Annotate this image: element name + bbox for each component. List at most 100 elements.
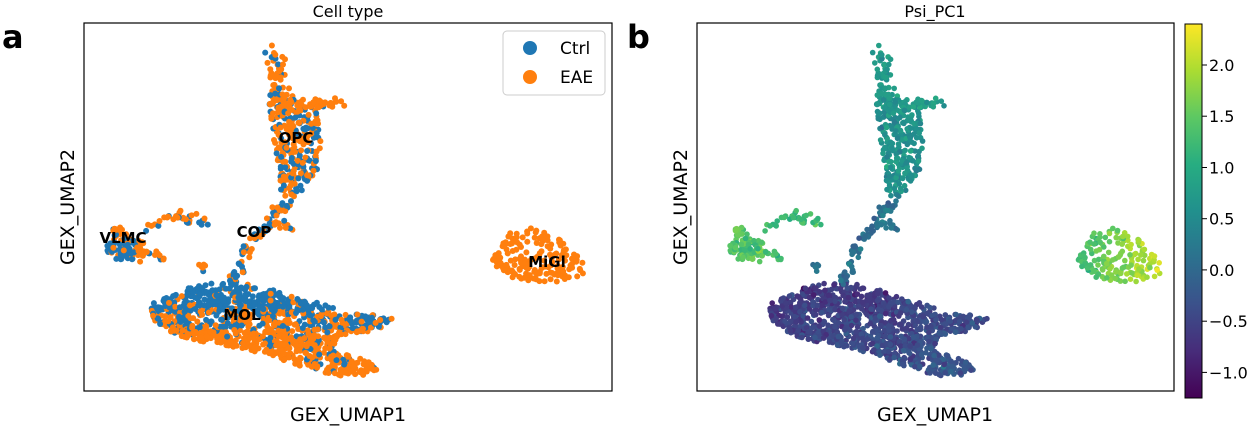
scatter-point xyxy=(812,312,819,318)
scatter-point xyxy=(331,370,338,377)
scatter-point xyxy=(913,167,920,174)
scatter-point xyxy=(302,104,309,111)
scatter-point xyxy=(800,313,806,319)
scatter-point xyxy=(231,327,238,333)
scatter-point xyxy=(143,227,150,234)
scatter-point xyxy=(1096,246,1103,253)
scatter-point xyxy=(196,291,203,298)
scatter-point xyxy=(853,317,859,324)
scatter-point xyxy=(907,148,914,154)
scatter-point xyxy=(263,215,270,222)
scatter-point xyxy=(272,51,279,58)
scatter-point xyxy=(298,187,305,194)
cluster-label-vlmc: VLMC xyxy=(99,229,146,247)
scatter-point xyxy=(832,298,838,305)
scatter-point xyxy=(1124,271,1130,277)
scatter-point xyxy=(233,342,240,349)
scatter-point xyxy=(956,318,963,325)
scatter-point xyxy=(1127,252,1133,258)
scatter-point xyxy=(372,319,379,326)
scatter-point xyxy=(181,308,188,315)
scatter-point xyxy=(906,104,912,111)
scatter-point xyxy=(883,177,890,184)
scatter-point xyxy=(497,254,504,261)
scatter-point xyxy=(276,74,283,81)
scatter-point xyxy=(509,274,516,281)
scatter-point xyxy=(864,292,870,299)
scatter-point xyxy=(312,152,319,159)
scatter-point xyxy=(891,85,897,92)
scatter-point xyxy=(1095,262,1101,268)
scatter-point xyxy=(297,336,304,343)
scatter-point xyxy=(155,250,161,257)
scatter-point xyxy=(538,265,545,272)
scatter-point xyxy=(289,328,296,335)
scatter-point xyxy=(820,335,827,341)
scatter-point xyxy=(338,316,345,323)
scatter-point xyxy=(311,318,318,325)
scatter-point xyxy=(915,110,922,117)
scatter-point xyxy=(902,170,908,176)
scatter-point xyxy=(335,330,342,337)
scatter-point xyxy=(219,281,226,288)
scatter-point xyxy=(275,327,282,334)
scatter-point xyxy=(933,317,939,323)
scatter-point xyxy=(330,352,337,359)
scatter-point xyxy=(577,267,584,274)
scatter-point xyxy=(869,340,876,347)
scatter-point xyxy=(919,145,925,152)
scatter-point xyxy=(832,306,838,313)
scatter-point xyxy=(223,342,230,349)
scatter-point xyxy=(287,99,294,106)
scatter-point xyxy=(808,318,815,325)
scatter-point xyxy=(740,254,746,261)
scatter-point xyxy=(859,299,866,305)
scatter-point xyxy=(163,295,170,301)
scatter-point xyxy=(110,244,117,251)
scatter-point xyxy=(1106,238,1113,245)
scatter-point xyxy=(177,207,184,214)
scatter-point xyxy=(238,322,245,329)
scatter-point xyxy=(531,268,538,275)
scatter-point xyxy=(1097,231,1103,237)
colorbar-gradient xyxy=(1184,23,1203,399)
scatter-point xyxy=(521,260,528,267)
scatter-point xyxy=(251,299,258,306)
scatter-point xyxy=(1128,241,1134,248)
cluster-label-opc: OPC xyxy=(279,129,314,147)
scatter-point xyxy=(305,172,312,179)
scatter-point xyxy=(904,141,911,148)
scatter-point xyxy=(262,340,268,347)
scatter-point xyxy=(762,228,768,234)
scatter-point xyxy=(928,345,934,352)
scatter-point xyxy=(805,329,812,335)
scatter-point xyxy=(1104,275,1110,281)
scatter-point xyxy=(804,315,811,321)
scatter-point xyxy=(527,256,534,263)
scatter-point xyxy=(742,235,749,242)
scatter-point xyxy=(864,226,870,233)
scatter-point xyxy=(1093,274,1099,281)
scatter-point xyxy=(932,370,939,377)
scatter-point xyxy=(293,310,299,316)
scatter-point xyxy=(289,135,296,142)
scatter-point xyxy=(1120,233,1126,240)
scatter-point xyxy=(918,97,925,104)
scatter-point xyxy=(922,319,929,326)
scatter-point xyxy=(297,170,304,177)
scatter-point xyxy=(548,262,555,269)
scatter-point xyxy=(116,241,123,248)
scatter-point xyxy=(521,274,528,281)
scatter-point xyxy=(938,98,945,104)
scatter-point xyxy=(942,312,949,318)
scatter-point xyxy=(847,302,854,308)
scatter-point xyxy=(232,274,239,281)
scatter-point xyxy=(204,221,211,228)
scatter-point xyxy=(263,346,270,353)
scatter-point xyxy=(216,286,223,293)
scatter-point xyxy=(1135,256,1141,263)
panel-b-ylabel: GEX_UMAP2 xyxy=(670,149,692,265)
scatter-point xyxy=(328,312,335,319)
scatter-point xyxy=(871,215,877,222)
scatter-point xyxy=(307,103,314,110)
